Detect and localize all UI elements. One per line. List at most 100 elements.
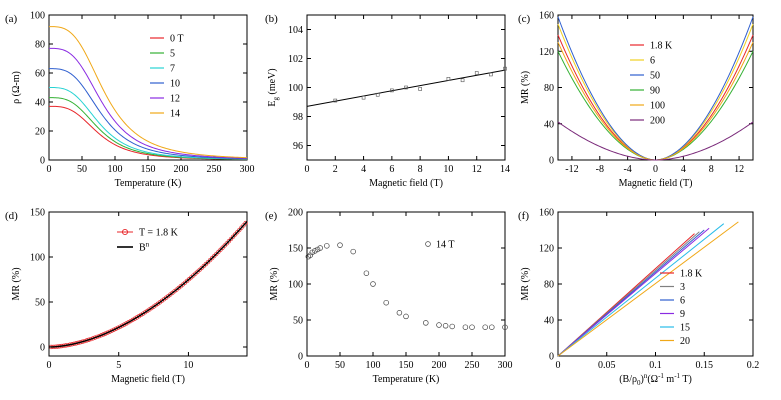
fit-line: [48, 221, 248, 348]
legend-label: Bn: [139, 241, 150, 254]
x-tick-label: 5: [116, 360, 121, 371]
data-point: [361, 95, 366, 100]
x-tick-label: 150: [141, 164, 156, 175]
data-point: [423, 320, 429, 326]
x-tick-label: 4: [361, 164, 366, 175]
x-tick-label: 12: [734, 164, 744, 175]
data-point: [309, 249, 316, 256]
data-point: [489, 72, 493, 77]
data-point: [489, 324, 495, 330]
data-point: [350, 248, 356, 255]
data-point: [115, 325, 121, 330]
data-point: [390, 88, 394, 93]
data-point: [502, 324, 508, 330]
panel-label: (d): [5, 210, 18, 222]
data-point: [436, 322, 442, 328]
legend-label: T = 1.8 K: [139, 228, 179, 239]
x-tick-label: 6: [389, 164, 394, 175]
x-tick-label: 0.15: [696, 360, 714, 371]
x-tick-label: 12: [472, 164, 482, 175]
data-point: [109, 328, 114, 333]
x-tick-label: 100: [366, 360, 381, 371]
x-tick-label: 4: [681, 164, 686, 175]
data-point: [307, 252, 314, 258]
x-tick-label: 200: [174, 164, 189, 175]
panel-label: (c): [518, 13, 531, 25]
legend-label: 15: [680, 323, 690, 334]
legend-label: 14: [170, 109, 180, 120]
series-line: [49, 68, 248, 160]
x-tick-label: 8: [418, 164, 423, 175]
y-tick-label: 0: [549, 156, 554, 167]
data-point: [122, 322, 127, 327]
legend-label: 90: [650, 86, 660, 97]
x-tick-label: 250: [207, 164, 222, 175]
x-tick-label: 8: [709, 164, 714, 175]
y-tick-label: 60: [35, 69, 45, 80]
x-tick-label: -8: [596, 164, 604, 175]
legend-label: 20: [680, 336, 690, 347]
data-point: [124, 321, 129, 326]
legend-label: 7: [170, 64, 175, 75]
x-tick-label: 50: [77, 164, 87, 175]
data-point: [370, 281, 376, 287]
data-point: [404, 85, 408, 90]
y-tick-label: 120: [539, 244, 554, 255]
data-point: [128, 318, 133, 324]
series-line: [49, 26, 248, 159]
x-axis-label: (B/ρ0)n(Ω-1 m-1 T): [619, 372, 692, 387]
series-line: [49, 97, 248, 160]
x-tick-label: 0: [305, 164, 310, 175]
data-point: [130, 317, 135, 323]
data-point: [120, 323, 125, 328]
x-tick-label: 300: [498, 360, 513, 371]
y-tick-label: 150: [288, 244, 303, 255]
x-tick-label: 0.05: [598, 360, 616, 371]
legend-label: 1.8 K: [680, 269, 703, 280]
series-line: [49, 105, 248, 160]
y-tick-label: 0: [549, 352, 554, 363]
panel-label: (b): [265, 13, 278, 25]
legend-label: 1.8 K: [650, 41, 673, 52]
y-tick-label: 120: [539, 47, 554, 58]
data-point: [241, 223, 246, 228]
data-point: [239, 225, 244, 230]
y-axis-label: MR (%): [520, 267, 531, 300]
y-axis-label: MR (%): [269, 267, 280, 300]
plot-frame: [306, 14, 506, 161]
y-tick-label: 100: [30, 253, 45, 264]
y-axis-label: Eg (meV): [267, 68, 280, 106]
x-tick-label: 0: [653, 164, 658, 175]
x-tick-label: 50: [335, 360, 345, 371]
data-point: [312, 248, 318, 254]
panel-label: (e): [265, 210, 278, 222]
x-tick-label: -4: [623, 164, 631, 175]
x-tick-label: 14: [500, 164, 510, 175]
data-point: [243, 220, 248, 226]
y-tick-label: 0: [40, 156, 45, 167]
data-point: [363, 270, 370, 276]
y-tick-label: 40: [35, 98, 45, 109]
plot-frame: [306, 211, 506, 357]
x-tick-label: 100: [108, 164, 123, 175]
y-tick-label: 50: [35, 298, 45, 309]
x-tick-label: 0: [47, 164, 52, 175]
data-point: [482, 324, 488, 330]
legend-label: 6: [680, 296, 685, 307]
x-tick-label: 0: [47, 360, 52, 371]
data-point: [462, 324, 469, 330]
legend-label: 0 T: [170, 34, 183, 45]
y-tick-label: 200: [288, 208, 303, 219]
data-point: [442, 323, 449, 329]
plot-frame: [48, 14, 248, 161]
x-tick-label: 200: [432, 360, 447, 371]
legend-label: 50: [650, 71, 660, 82]
data-point: [383, 299, 389, 306]
data-point: [113, 326, 119, 331]
series-line: [49, 47, 248, 159]
legend-label: 3: [680, 282, 685, 293]
data-point: [469, 324, 475, 330]
annotation-marker: [425, 241, 431, 247]
y-tick-label: 100: [288, 83, 303, 94]
